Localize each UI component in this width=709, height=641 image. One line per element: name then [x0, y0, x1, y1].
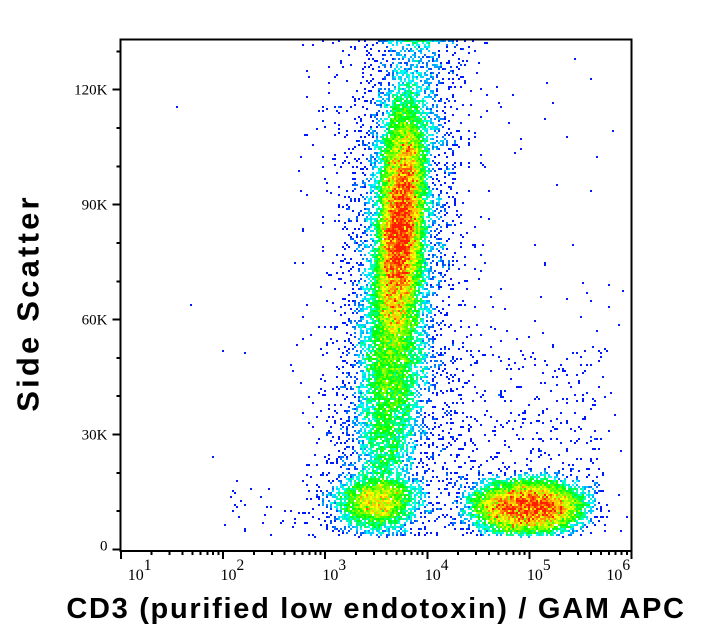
svg-text:60K: 60K — [82, 313, 108, 329]
svg-text:105: 105 — [527, 557, 551, 584]
svg-text:101: 101 — [128, 557, 152, 584]
svg-text:102: 102 — [221, 557, 245, 584]
svg-text:CD3 (purified low endotoxin) /: CD3 (purified low endotoxin) / GAM APC — [66, 593, 685, 625]
svg-text:30K: 30K — [82, 428, 108, 444]
svg-text:90K: 90K — [82, 198, 108, 214]
svg-text:0: 0 — [100, 538, 108, 554]
svg-text:Side Scatter: Side Scatter — [11, 194, 46, 412]
svg-text:104: 104 — [425, 557, 449, 584]
svg-text:103: 103 — [322, 557, 346, 584]
svg-text:106: 106 — [606, 557, 630, 584]
svg-text:120K: 120K — [74, 83, 108, 99]
